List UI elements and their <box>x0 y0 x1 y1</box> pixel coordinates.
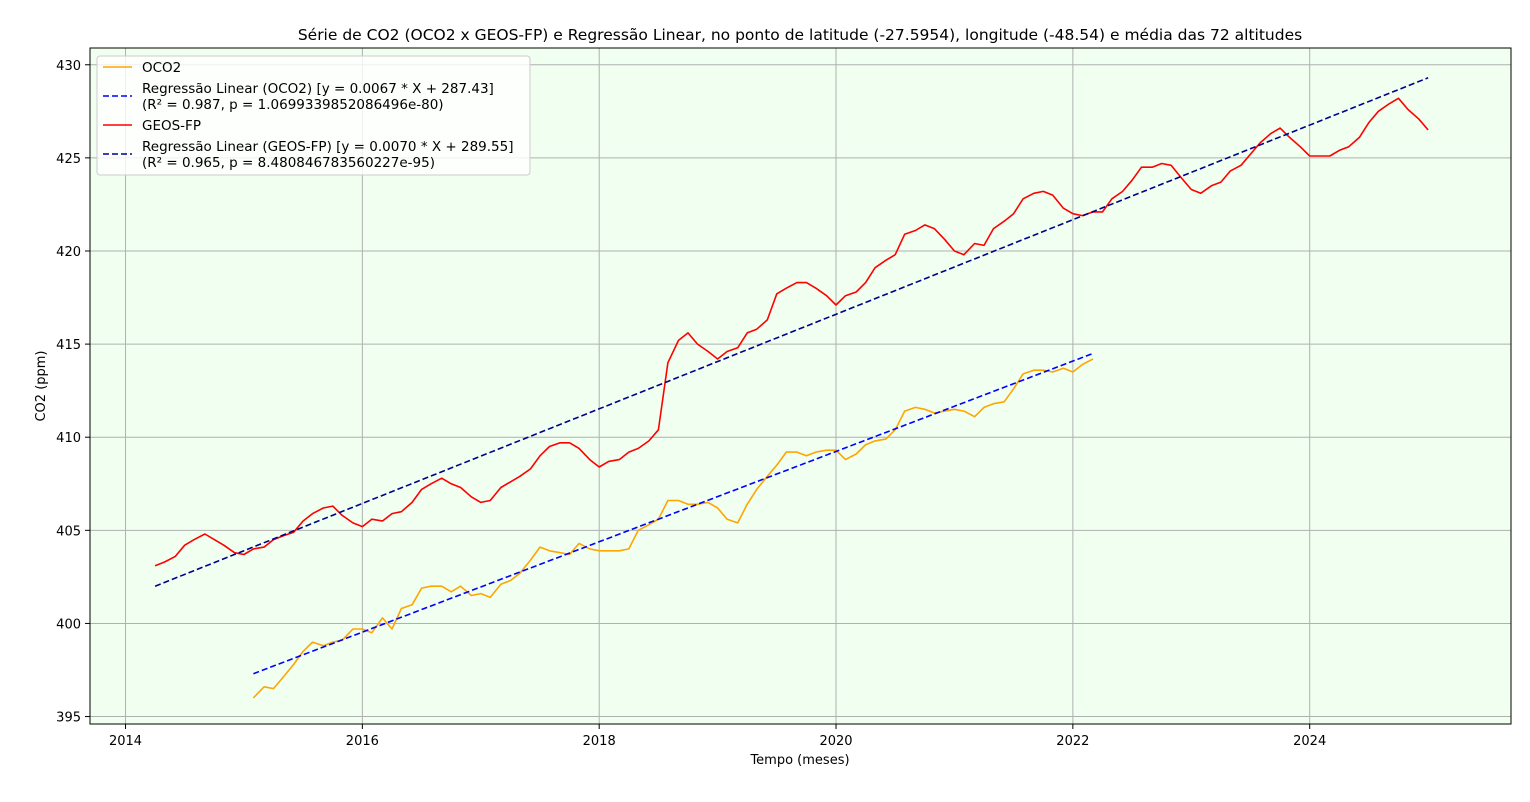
x-tick-label: 2014 <box>109 734 142 749</box>
legend: OCO2 Regressão Linear (OCO2) [y = 0.0067 … <box>96 55 531 176</box>
plot-frame <box>89 47 1512 725</box>
legend-box <box>96 55 531 176</box>
grid <box>90 48 1511 724</box>
legend-label: OCO2 <box>142 60 181 76</box>
y-tick-label: 400 <box>56 617 81 632</box>
legend-label: GEOS-FP <box>142 118 201 134</box>
y-tick-label: 405 <box>56 524 81 539</box>
y-tick-label: 425 <box>56 152 81 167</box>
legend-label-stats: (R² = 0.965, p = 8.480846783560227e-95) <box>142 155 435 171</box>
legend-label: Regressão Linear (OCO2) [y = 0.0067 * X … <box>142 81 494 97</box>
y-tick-label: 430 <box>56 59 81 74</box>
x-axis: 2014 2016 2018 2020 2022 2024 <box>109 724 1326 749</box>
x-tick-label: 2022 <box>1056 734 1089 749</box>
y-tick-label: 410 <box>56 431 81 446</box>
x-tick-label: 2024 <box>1293 734 1326 749</box>
chart-title: Série de CO2 (OCO2 x GEOS-FP) e Regressã… <box>298 26 1302 44</box>
legend-label-stats: (R² = 0.987, p = 1.0699339852086496e-80) <box>142 97 444 113</box>
y-axis-label: CO2 (ppm) <box>34 350 49 421</box>
x-axis-label: Tempo (meses) <box>749 753 849 768</box>
series-layer <box>154 77 1429 699</box>
y-axis: 395 400 405 410 415 420 425 430 <box>56 59 90 726</box>
x-tick-label: 2020 <box>819 734 852 749</box>
y-tick-label: 415 <box>56 338 81 353</box>
y-tick-label: 395 <box>56 711 81 726</box>
x-tick-label: 2016 <box>346 734 379 749</box>
y-tick-label: 420 <box>56 245 81 260</box>
oco2-regression-line <box>253 352 1094 675</box>
geos-fp-regression-line <box>154 77 1429 587</box>
legend-label: Regressão Linear (GEOS-FP) [y = 0.0070 *… <box>142 139 514 155</box>
geos-fp-line <box>154 97 1429 567</box>
x-tick-label: 2018 <box>583 734 616 749</box>
oco2-line <box>252 358 1094 699</box>
